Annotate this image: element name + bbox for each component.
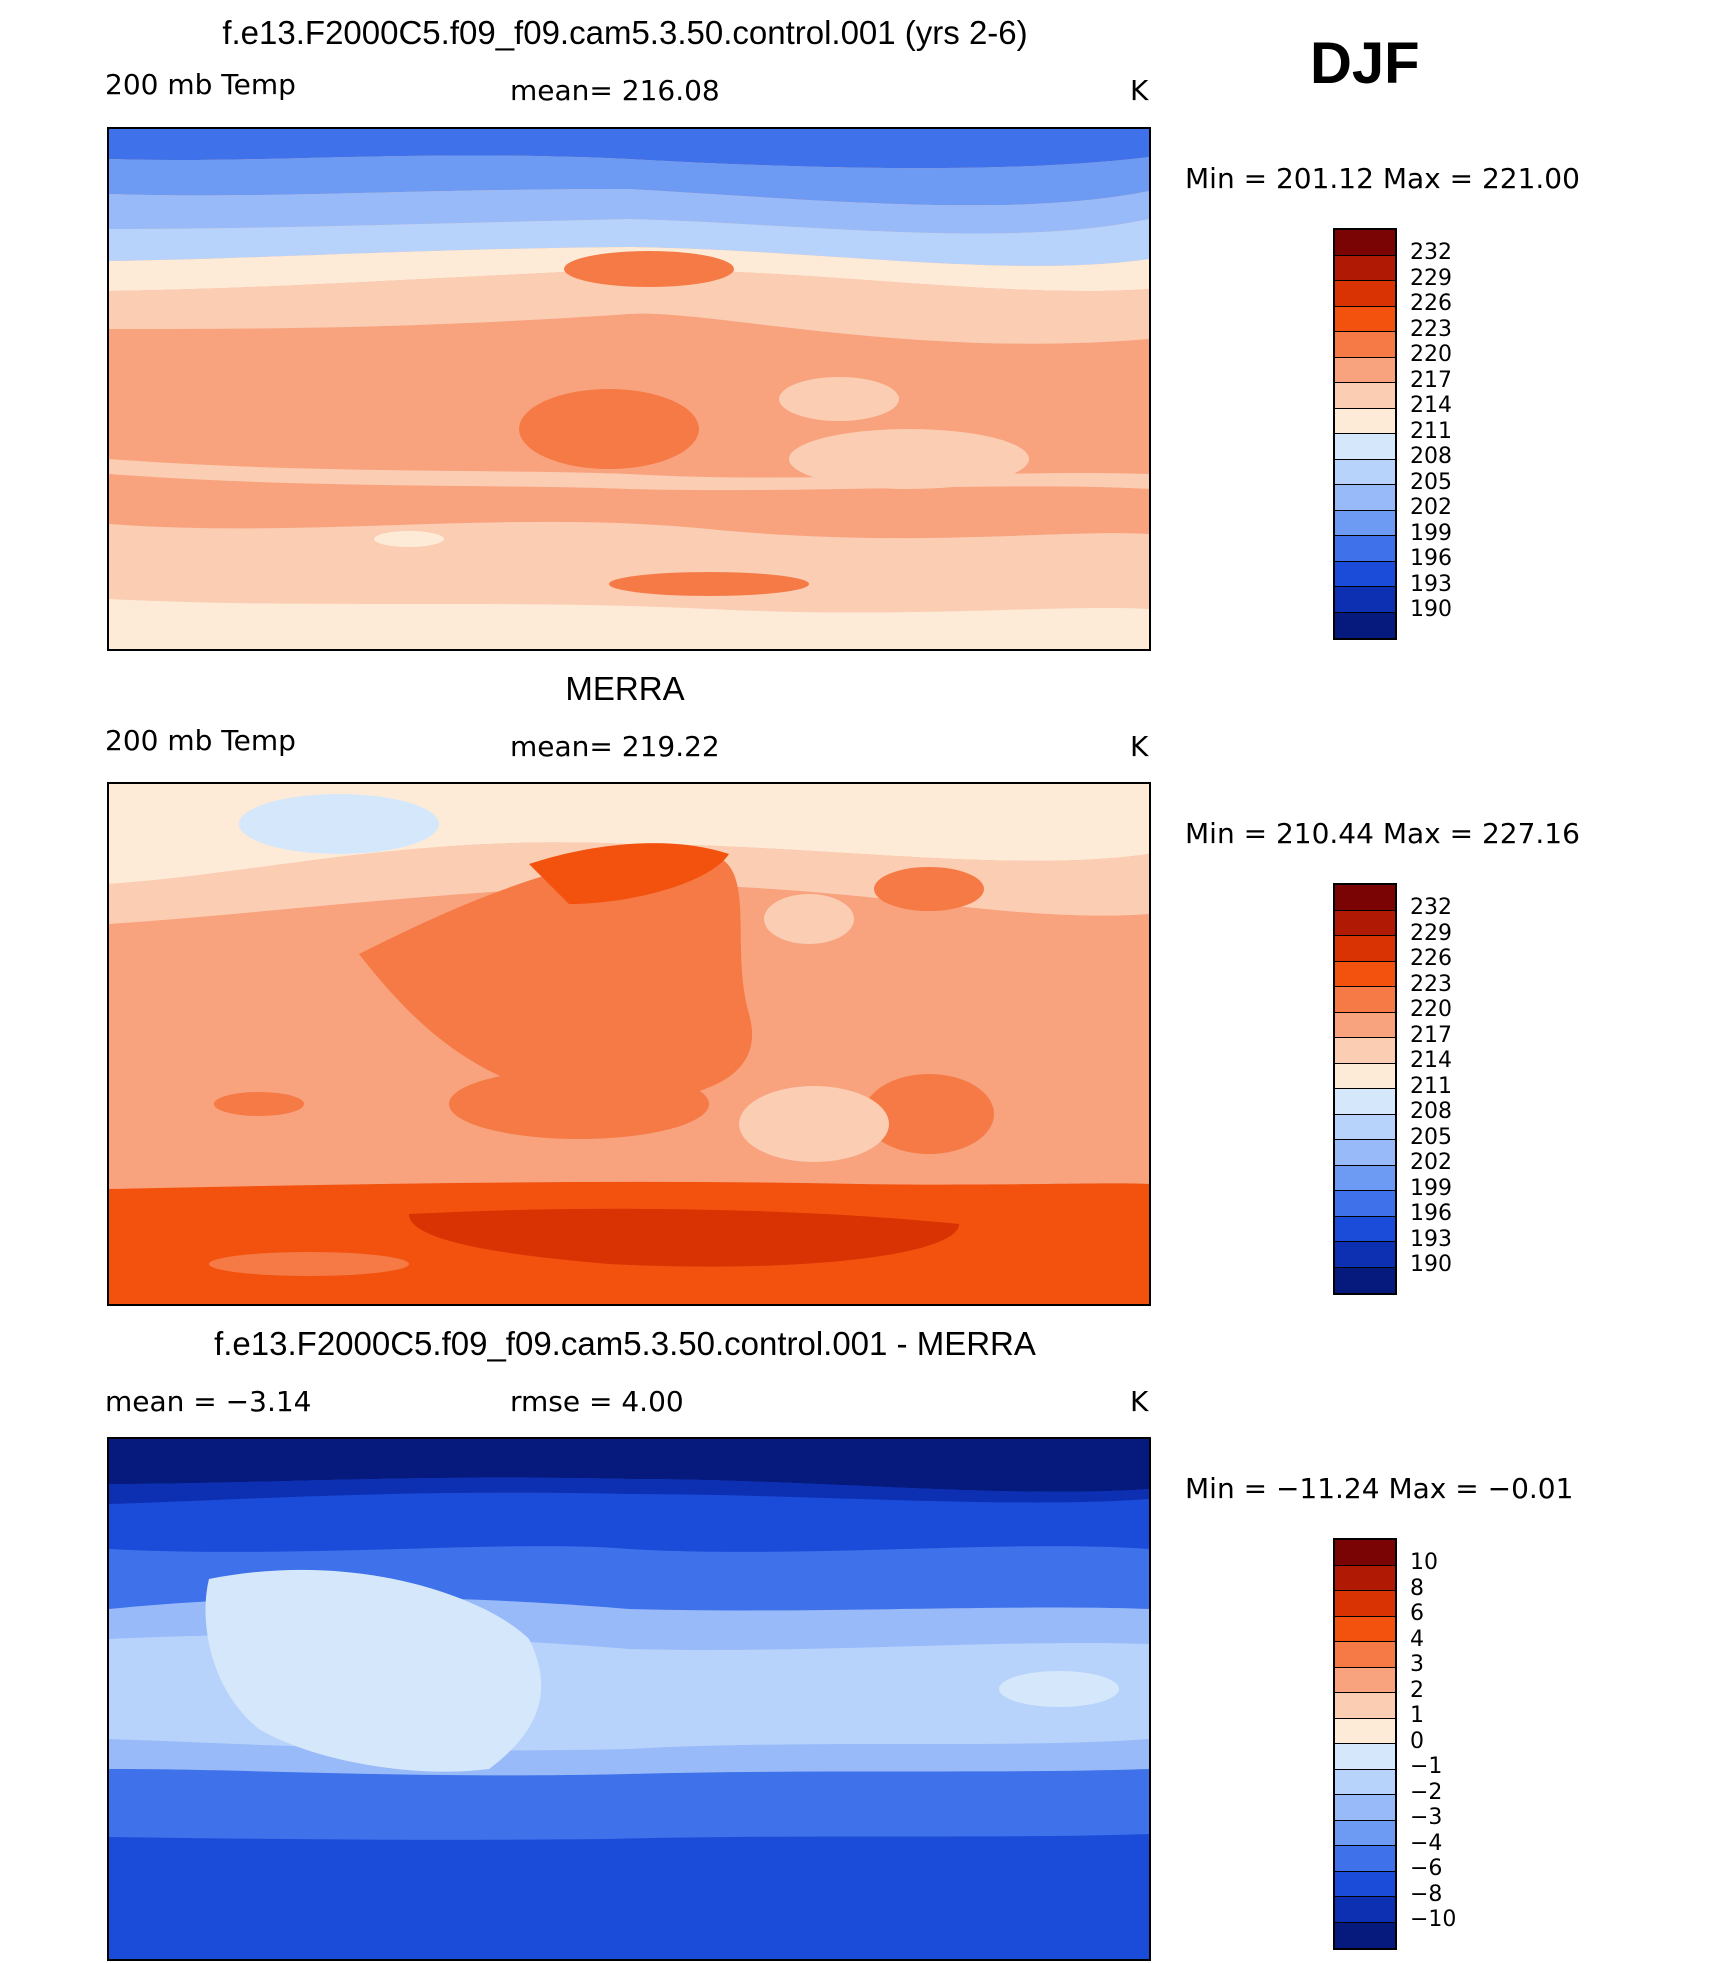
colorbar-tick: 3 [1410,1652,1424,1677]
panel3-colorbar-labels: 10 8 6 4 3 2 1 0 −1 −2 −3 −4 −6 −8 −10 [1410,1550,1456,1933]
colorbar-tick: 4 [1410,1626,1424,1652]
colorbar-tick: 205 [1410,1124,1452,1150]
season-label: DJF [1310,31,1420,96]
colorbar-tick: −2 [1410,1779,1443,1805]
colorbar-tick: 208 [1410,444,1452,469]
colorbar-tick: 226 [1410,946,1452,971]
colorbar-tick: 232 [1410,895,1452,920]
colorbar-tick: 211 [1410,1073,1452,1099]
colorbar-tick: 217 [1410,1022,1452,1048]
panel1-units-label: K [1130,74,1149,107]
panel1-contour-field [109,129,1149,649]
panel1-colorbar [1333,228,1397,640]
panel2-colorbar-labels: 232 229 226 223 220 217 214 211 208 205 … [1410,895,1452,1278]
colorbar-tick: 190 [1410,1252,1452,1277]
colorbar-tick: 220 [1410,342,1452,367]
panel2-title: MERRA [565,670,685,707]
colorbar-tick: 1 [1410,1703,1424,1728]
panel3-rmse-label: rmse = 4.00 [510,1385,684,1418]
colorbar-tick: 229 [1410,265,1452,291]
colorbar-tick: 220 [1410,997,1452,1022]
colorbar-tick: 214 [1410,1048,1452,1073]
colorbar-tick: −6 [1410,1856,1443,1881]
colorbar-tick: 229 [1410,920,1452,946]
panel1-min-max: Min = 201.12 Max = 221.00 [1185,162,1580,195]
panel2-contour-field [109,784,1149,1304]
colorbar-tick: 199 [1410,1175,1452,1201]
panel3-min-max: Min = −11.24 Max = −0.01 [1185,1472,1574,1505]
colorbar-tick: −3 [1410,1805,1443,1830]
panel1-title: f.e13.F2000C5.f09_f09.cam5.3.50.control.… [222,14,1028,51]
colorbar-tick: 223 [1410,316,1452,342]
colorbar-tick: 232 [1410,240,1452,265]
panel2-units-label: K [1130,730,1149,763]
colorbar-tick: 202 [1410,1150,1452,1175]
panel1-variable-label: 200 mb Temp [105,68,296,101]
colorbar-tick: 202 [1410,495,1452,520]
panel3-title: f.e13.F2000C5.f09_f09.cam5.3.50.control.… [214,1325,1036,1362]
colorbar-tick: 2 [1410,1677,1424,1703]
panel3-colorbar [1333,1538,1397,1950]
colorbar-tick: 199 [1410,520,1452,546]
panel1-mean-label: mean= 216.08 [510,74,720,107]
panel1-map [107,127,1151,651]
colorbar-tick: 196 [1410,1201,1452,1226]
colorbar-tick: 6 [1410,1601,1424,1626]
colorbar-tick: 211 [1410,418,1452,444]
panel2-map [107,782,1151,1306]
panel2-variable-label: 200 mb Temp [105,724,296,757]
panel3-map [107,1437,1151,1961]
colorbar-tick: −8 [1410,1881,1443,1907]
colorbar-tick: 10 [1410,1550,1438,1575]
panel1-colorbar-labels: 232 229 226 223 220 217 214 211 208 205 … [1410,240,1452,623]
colorbar-tick: 190 [1410,597,1452,622]
panel2-mean-label: mean= 219.22 [510,730,720,763]
colorbar-tick: 8 [1410,1575,1424,1601]
panel3-contour-field [109,1439,1149,1959]
colorbar-tick: 193 [1410,1226,1452,1252]
colorbar-tick: −1 [1410,1754,1443,1779]
colorbar-tick: 196 [1410,546,1452,571]
colorbar-tick: 0 [1410,1728,1424,1754]
colorbar-tick: 208 [1410,1099,1452,1124]
panel2-colorbar [1333,883,1397,1295]
colorbar-tick: 214 [1410,393,1452,418]
panel2-min-max: Min = 210.44 Max = 227.16 [1185,817,1580,850]
colorbar-tick: 205 [1410,469,1452,495]
panel3-mean-label: mean = −3.14 [105,1385,312,1418]
panel3-units-label: K [1130,1385,1149,1418]
colorbar-tick: −10 [1410,1907,1457,1932]
colorbar-tick: −4 [1410,1830,1443,1856]
colorbar-tick: 226 [1410,291,1452,316]
colorbar-tick: 223 [1410,971,1452,997]
colorbar-tick: 193 [1410,571,1452,597]
colorbar-tick: 217 [1410,367,1452,393]
